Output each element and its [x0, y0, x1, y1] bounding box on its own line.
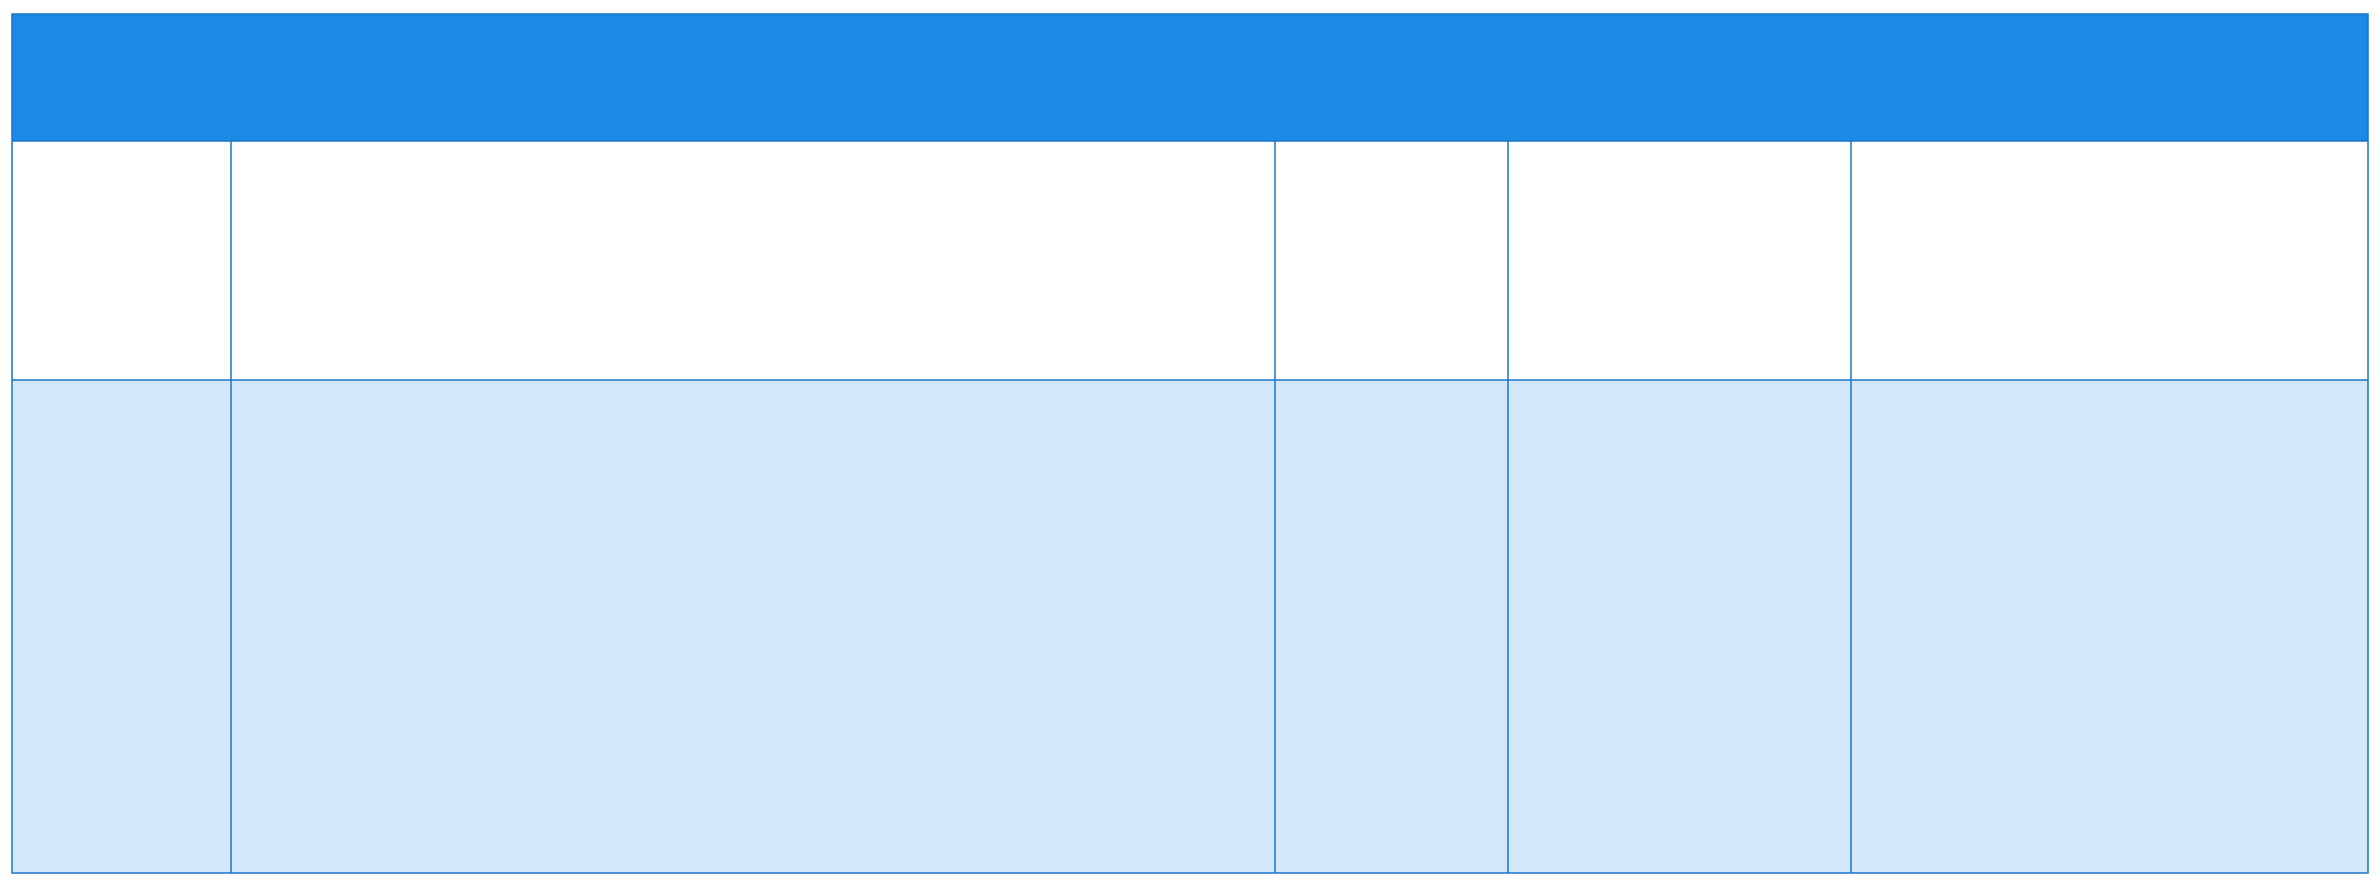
table-border: [11, 13, 2369, 874]
table-row: [12, 380, 2368, 873]
cell-borders: [11, 13, 2369, 874]
table-header: [12, 14, 2368, 141]
table-row: [12, 141, 2368, 380]
